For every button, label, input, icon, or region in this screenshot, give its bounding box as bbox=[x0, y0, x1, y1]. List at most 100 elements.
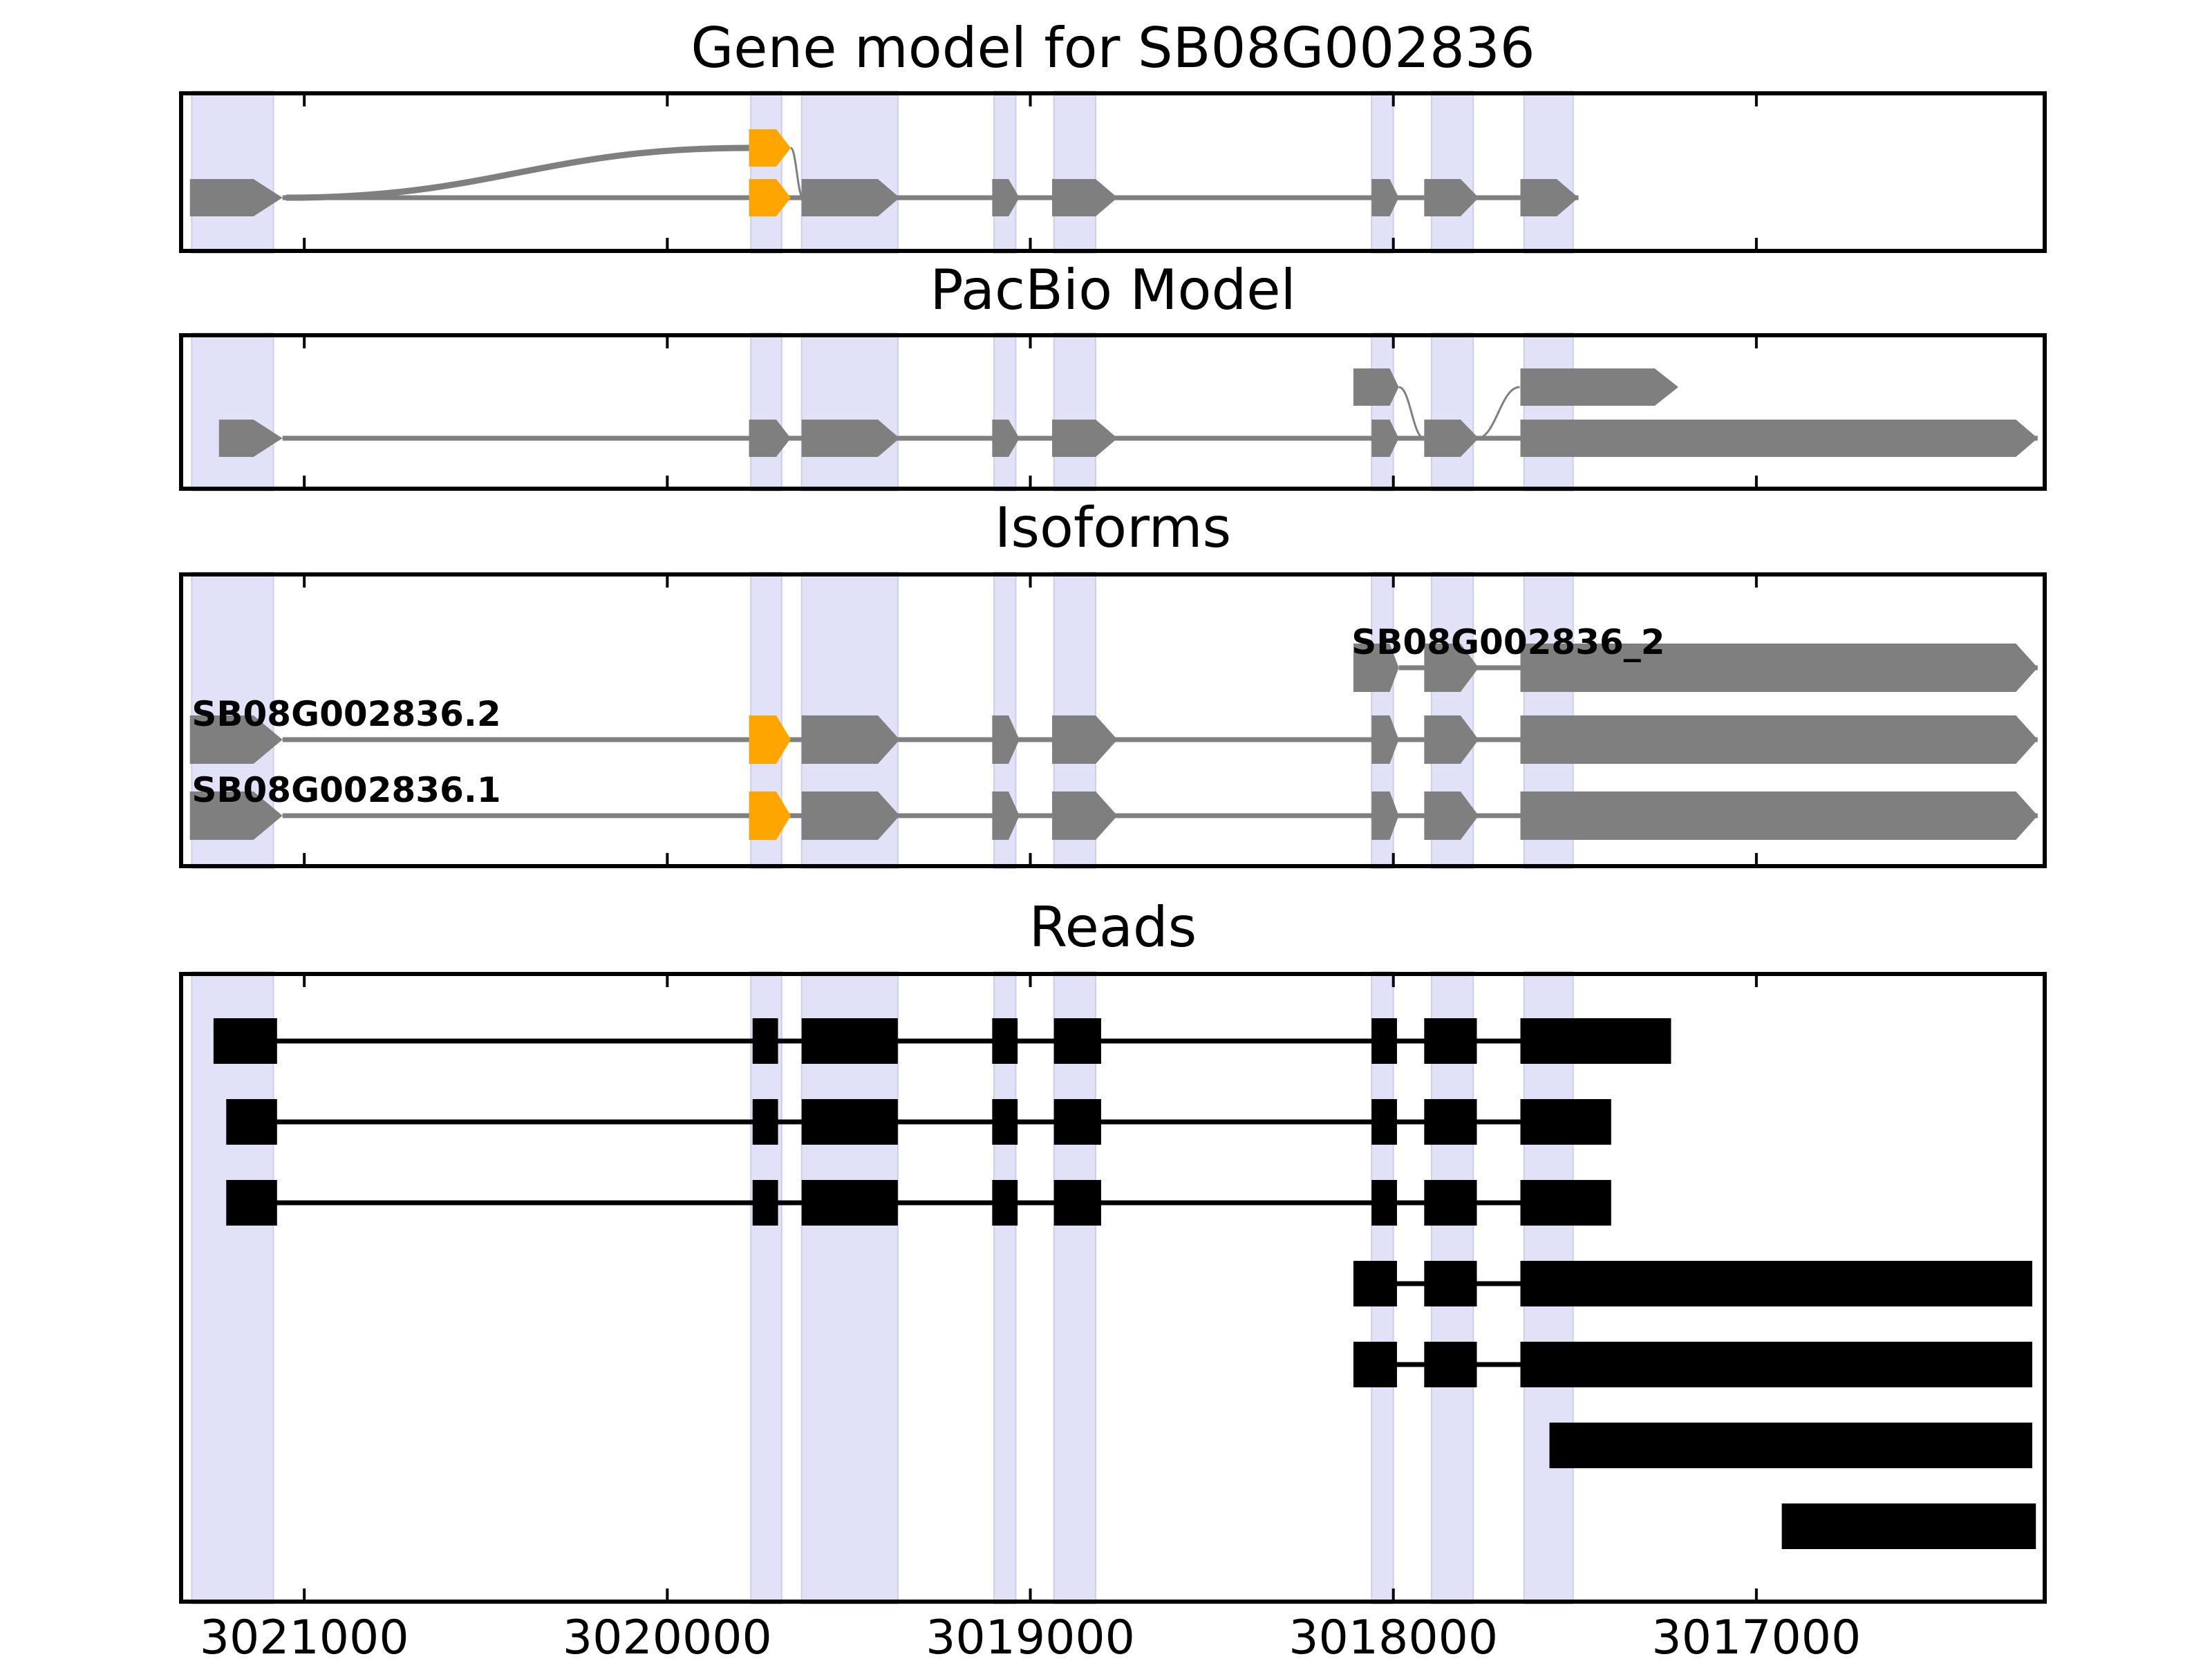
read-exon bbox=[1053, 1180, 1101, 1226]
highlight-band bbox=[800, 971, 899, 1604]
read-exon bbox=[801, 1099, 898, 1145]
isoforms-track: SB08G002836_2 SB08G002836.2 SB08G002836.1 bbox=[179, 572, 2047, 869]
exon bbox=[992, 715, 1020, 764]
read-exon bbox=[1520, 1018, 1671, 1064]
x-tick-label: 3017000 bbox=[1651, 1611, 1862, 1659]
read-exon bbox=[1371, 1180, 1397, 1226]
exon bbox=[1052, 179, 1118, 216]
read-exon bbox=[1424, 1180, 1477, 1226]
read-exon bbox=[1424, 1342, 1477, 1387]
micro-exon bbox=[749, 715, 791, 764]
exon bbox=[1520, 179, 1579, 216]
reads-track bbox=[179, 971, 2047, 1604]
exon bbox=[1371, 715, 1399, 764]
read-exon bbox=[1549, 1423, 2032, 1468]
intron-curve bbox=[1398, 386, 1425, 440]
read-exon bbox=[1520, 1180, 1611, 1226]
exon bbox=[1052, 420, 1118, 457]
panel-title-pacbio-model: PacBio Model bbox=[930, 258, 1296, 322]
pacbio-model-track bbox=[179, 332, 2047, 491]
x-tick-label: 3018000 bbox=[1288, 1611, 1499, 1659]
read-exon bbox=[226, 1099, 277, 1145]
exon bbox=[1424, 791, 1479, 840]
isoform-label: SB08G002836.1 bbox=[191, 770, 500, 810]
highlight-band bbox=[1053, 91, 1097, 254]
panel-reads bbox=[179, 971, 2047, 1604]
read-exon bbox=[1520, 1099, 1611, 1145]
exon bbox=[1371, 791, 1399, 840]
read-exon bbox=[992, 1018, 1018, 1064]
read-exon bbox=[801, 1018, 898, 1064]
exon bbox=[1424, 644, 1479, 692]
highlight-band bbox=[750, 971, 782, 1604]
exon bbox=[1353, 644, 1399, 692]
exon-long-3utr bbox=[1520, 791, 2038, 840]
highlight-band bbox=[1523, 332, 1574, 491]
panel-border bbox=[179, 972, 2047, 1604]
read-exon bbox=[1353, 1261, 1397, 1306]
highlight-band bbox=[1430, 332, 1474, 491]
exon bbox=[1424, 715, 1479, 764]
alt-intron-curve bbox=[285, 144, 749, 201]
read-exon bbox=[1520, 1342, 2032, 1387]
exon bbox=[801, 791, 900, 840]
exon bbox=[189, 715, 283, 764]
read-exon bbox=[1053, 1018, 1101, 1064]
highlight-band bbox=[1053, 971, 1097, 1604]
highlight-band bbox=[750, 91, 782, 254]
highlight-band bbox=[191, 91, 274, 254]
highlight-band bbox=[993, 91, 1017, 254]
panel-gene-model bbox=[179, 91, 2047, 254]
exon bbox=[801, 715, 900, 764]
highlight-band bbox=[800, 332, 899, 491]
alt-intron-curve bbox=[789, 147, 805, 199]
exon bbox=[189, 791, 283, 840]
read-exon bbox=[752, 1018, 778, 1064]
highlight-band bbox=[1053, 332, 1097, 491]
exon bbox=[1052, 791, 1118, 840]
micro-exon bbox=[749, 791, 791, 840]
exon bbox=[189, 179, 283, 216]
isoform-label: SB08G002836.2 bbox=[191, 694, 500, 734]
highlight-band bbox=[993, 971, 1017, 1604]
read-exon bbox=[752, 1180, 778, 1226]
exon-long-3utr bbox=[1520, 644, 2038, 692]
exon bbox=[1424, 179, 1479, 216]
isoform-label: SB08G002836_2 bbox=[1351, 622, 1665, 662]
read-exon bbox=[1424, 1099, 1477, 1145]
read-exon bbox=[801, 1180, 898, 1226]
x-tick-label: 3019000 bbox=[926, 1611, 1135, 1659]
exon-alt-transcript bbox=[1353, 368, 1399, 406]
read-exon bbox=[1781, 1503, 2036, 1549]
read-exon bbox=[1371, 1018, 1397, 1064]
gene-model-track bbox=[179, 91, 2047, 254]
exon bbox=[801, 420, 900, 457]
read-exon bbox=[992, 1099, 1018, 1145]
read-exon bbox=[1520, 1261, 2032, 1306]
read-exon bbox=[213, 1018, 277, 1064]
intron-curve bbox=[1477, 386, 1520, 440]
read-exon bbox=[1353, 1342, 1397, 1387]
read-exon bbox=[1424, 1018, 1477, 1064]
read-exon bbox=[752, 1099, 778, 1145]
exon bbox=[992, 791, 1020, 840]
exon bbox=[218, 420, 283, 457]
read-exon bbox=[226, 1180, 277, 1226]
panel-title-isoforms: Isoforms bbox=[994, 496, 1232, 560]
panel-border bbox=[179, 572, 2047, 868]
panel-isoforms: SB08G002836_2 SB08G002836.2 SB08G002836.1 bbox=[179, 572, 2047, 869]
x-tick-label: 3021000 bbox=[199, 1611, 409, 1659]
highlight-band bbox=[191, 971, 274, 1604]
exon-long-3utr bbox=[1520, 715, 2038, 764]
exon bbox=[1424, 420, 1479, 457]
exon bbox=[801, 179, 900, 216]
exon-long-3utr bbox=[1520, 420, 2038, 457]
highlight-band bbox=[993, 332, 1017, 491]
highlight-band bbox=[1523, 91, 1574, 254]
exon bbox=[992, 179, 1020, 216]
highlight-band bbox=[1430, 91, 1474, 254]
highlight-band bbox=[750, 332, 782, 491]
micro-exon bbox=[749, 420, 791, 457]
panel-title-gene-model: Gene model for SB08G002836 bbox=[691, 16, 1535, 80]
